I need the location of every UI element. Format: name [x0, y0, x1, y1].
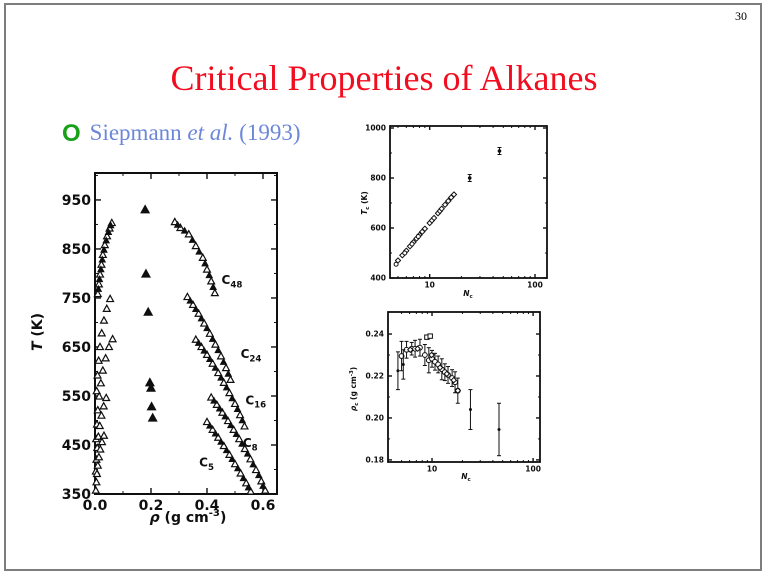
svg-text:0.18: 0.18 [365, 456, 384, 465]
svg-text:10: 10 [427, 465, 437, 474]
svg-text:550: 550 [62, 389, 91, 405]
svg-text:450: 450 [62, 438, 91, 454]
svg-text:C16: C16 [245, 393, 266, 410]
svg-text:950: 950 [62, 193, 91, 209]
svg-text:350: 350 [62, 487, 91, 503]
svg-text:ρc (g cm-3): ρc (g cm-3) [349, 367, 360, 411]
figure-critical-temperature: 10 100 400 600 800 1000 Nc Tc (K) [358, 115, 563, 310]
citation-year: (1993) [239, 120, 301, 145]
svg-text:650: 650 [62, 340, 91, 356]
chart-coexistence-curves: 0.0 0.2 0.4 0.6 350 450 550 650 750 850 950 ρ (g cm… [30, 172, 278, 526]
svg-text:T (K): T (K) [30, 313, 46, 351]
citation-author: Siepmann [89, 120, 182, 145]
svg-text:0.2: 0.2 [139, 498, 164, 514]
svg-text:0.20: 0.20 [365, 414, 384, 423]
svg-text:750: 750 [62, 291, 91, 307]
bullet-item: O Siepmann et al. (1993) [62, 120, 301, 148]
citation-text: Siepmann et al. (1993) [90, 120, 301, 145]
svg-text:850: 850 [62, 242, 91, 258]
slide-border [4, 3, 762, 571]
circle-bullet-icon: O [62, 120, 81, 147]
svg-text:0.22: 0.22 [365, 372, 384, 381]
svg-text:C5: C5 [199, 456, 214, 473]
svg-text:Nc: Nc [463, 289, 472, 300]
figure-coexistence-curves: 0.0 0.2 0.4 0.6 350 450 550 650 750 850 950 ρ (g cm… [30, 160, 310, 555]
svg-text:800: 800 [370, 174, 386, 183]
svg-text:100: 100 [525, 465, 541, 474]
svg-text:0.24: 0.24 [365, 330, 384, 339]
chart-critical-temperature: 10 100 400 600 800 1000 Nc Tc (K) [360, 124, 548, 300]
svg-text:0.4: 0.4 [195, 498, 220, 514]
chart-critical-density: 10 100 0.18 0.20 0.22 0.24 Nc ρc (g cm-3) [349, 311, 541, 483]
svg-text:C8: C8 [243, 436, 258, 453]
figure-critical-density: 10 100 0.18 0.20 0.22 0.24 Nc ρc (g cm-3) [348, 297, 563, 490]
svg-text:C24: C24 [241, 347, 262, 364]
svg-text:Tc (K): Tc (K) [360, 191, 371, 215]
svg-text:100: 100 [527, 281, 543, 290]
citation-etal: et al. [187, 120, 234, 145]
svg-text:ρ (g cm-3): ρ (g cm-3) [150, 508, 227, 526]
page-title: Critical Properties of Alkanes [170, 58, 598, 98]
svg-text:0.6: 0.6 [251, 498, 276, 514]
page-number: 30 [735, 9, 747, 23]
svg-text:400: 400 [370, 274, 386, 283]
svg-text:600: 600 [370, 224, 386, 233]
svg-text:C48: C48 [222, 273, 243, 290]
svg-text:0.0: 0.0 [83, 498, 108, 514]
svg-text:Nc: Nc [461, 472, 470, 483]
svg-text:10: 10 [424, 281, 434, 290]
svg-text:1000: 1000 [365, 124, 386, 133]
